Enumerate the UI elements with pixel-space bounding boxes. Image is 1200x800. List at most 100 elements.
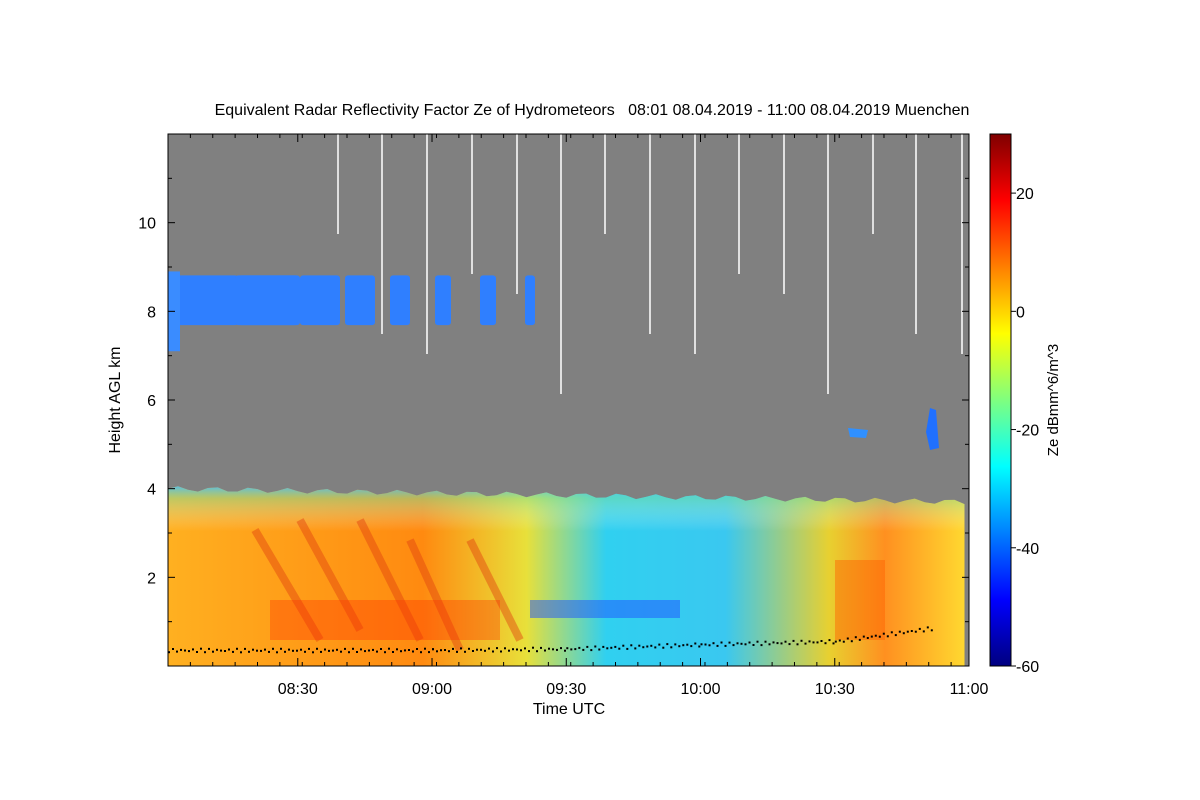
blh-point — [914, 630, 917, 633]
x-axis-label: Time UTC — [533, 701, 605, 718]
blh-point — [682, 644, 685, 647]
blh-point — [780, 642, 783, 645]
blh-point — [212, 650, 214, 653]
intense-echo — [270, 600, 500, 640]
blh-point — [508, 649, 510, 652]
y-tick-label: 2 — [147, 570, 156, 587]
blh-point — [776, 642, 779, 645]
blh-point — [752, 644, 755, 646]
blh-point — [344, 647, 346, 650]
blh-point — [894, 634, 897, 637]
blh-point — [348, 651, 350, 654]
blh-point — [712, 642, 715, 645]
blh-point — [634, 647, 637, 650]
blh-point — [476, 648, 478, 651]
blh-point — [724, 644, 727, 647]
cirrus-cell — [235, 275, 300, 326]
blh-point — [658, 643, 661, 646]
blh-point — [264, 648, 266, 651]
blh-point — [686, 643, 689, 646]
blh-point — [570, 648, 573, 651]
blh-point — [574, 648, 577, 651]
blh-point — [926, 626, 929, 629]
blh-point — [480, 648, 482, 651]
blh-point — [260, 649, 262, 652]
x-tick-label: 10:00 — [680, 681, 720, 698]
blh-point — [376, 650, 378, 653]
y-tick-label: 4 — [147, 482, 156, 499]
blh-point — [890, 631, 893, 634]
blh-point — [432, 648, 434, 651]
blh-point — [388, 647, 390, 650]
x-axis: 08:30 09:00 09:30 10:00 10:30 11:00 — [167, 134, 989, 698]
blh-point — [284, 650, 286, 653]
cirrus-cell — [525, 275, 535, 326]
y-axis: 2 4 6 8 10 — [138, 177, 969, 623]
blh-point — [184, 649, 186, 652]
blh-point — [870, 635, 873, 638]
blh-point — [748, 641, 751, 644]
blh-point — [540, 646, 542, 649]
fall-streak — [406, 538, 464, 652]
blh-point — [168, 651, 170, 654]
blh-point — [666, 643, 669, 646]
colorbar-ticks: 20 0 -20 -40 -60 — [1011, 186, 1039, 676]
blh-point — [606, 647, 609, 650]
blh-point — [602, 645, 605, 648]
blh-point — [180, 648, 182, 651]
blh-point — [898, 630, 901, 633]
low-cloud-layer — [168, 486, 965, 666]
blh-point — [364, 650, 366, 653]
blh-point — [708, 644, 711, 647]
blh-point — [784, 640, 787, 643]
blh-point — [232, 650, 234, 653]
blh-point — [690, 645, 693, 648]
blh-point — [704, 643, 707, 646]
blh-point — [824, 642, 827, 645]
blh-point — [216, 648, 218, 651]
blh-point — [862, 635, 865, 638]
blh-point — [698, 645, 701, 648]
blh-point — [524, 647, 526, 650]
blh-point — [866, 637, 869, 639]
blh-point — [172, 648, 174, 650]
blh-point — [360, 648, 362, 651]
blh-point — [496, 647, 498, 650]
blh-point — [906, 630, 909, 633]
blh-point — [500, 650, 502, 653]
blh-point — [850, 640, 853, 643]
blh-point — [248, 650, 250, 653]
blh-point — [296, 649, 298, 652]
blh-point — [488, 647, 490, 650]
blh-point — [220, 649, 222, 652]
cirrus-cell — [435, 275, 451, 326]
x-tick-label: 10:30 — [815, 681, 855, 698]
blh-point — [832, 642, 835, 645]
blh-point — [646, 645, 649, 648]
blh-point — [756, 640, 759, 643]
y-tick-label: 10 — [138, 216, 156, 233]
blh-point — [244, 647, 246, 650]
blh-point — [404, 649, 406, 652]
blh-point — [188, 650, 190, 653]
blh-point — [874, 634, 877, 637]
blh-point — [236, 647, 238, 650]
blh-point — [886, 635, 889, 638]
blh-point — [268, 650, 270, 653]
blh-point — [384, 651, 386, 654]
blh-point — [324, 648, 326, 651]
blh-point — [834, 640, 837, 643]
blh-point — [196, 651, 198, 653]
blh-point — [764, 640, 767, 643]
blh-point — [208, 647, 210, 650]
blh-point — [392, 651, 394, 653]
mid-level-echoes — [848, 408, 939, 450]
blh-point — [416, 648, 418, 650]
blh-point — [788, 643, 791, 646]
blh-point — [552, 648, 554, 651]
blh-point — [204, 651, 206, 654]
blh-point — [400, 650, 402, 653]
blh-point — [732, 644, 735, 647]
blh-point — [356, 651, 358, 653]
fall-streaks — [251, 518, 885, 652]
